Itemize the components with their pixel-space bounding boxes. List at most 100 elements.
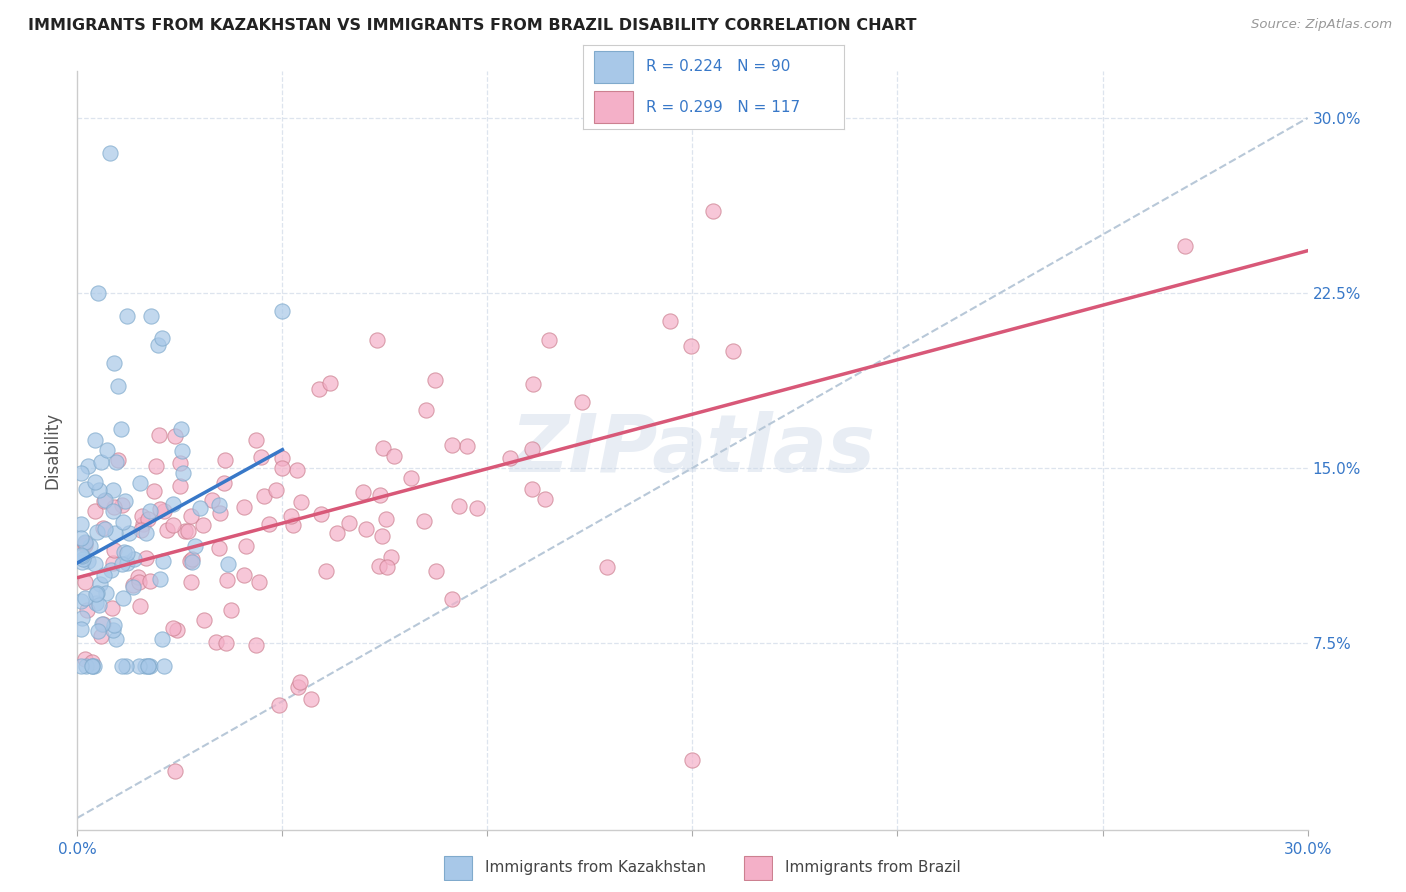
Point <box>75 659 97 673</box>
Point <box>522 376 544 391</box>
Point <box>79 539 101 553</box>
Point <box>309 508 332 522</box>
Point <box>247 575 270 590</box>
Point <box>375 560 398 574</box>
Point <box>98 146 121 161</box>
Point <box>456 439 478 453</box>
Point <box>135 551 157 566</box>
Point <box>73 535 96 549</box>
Point <box>149 572 172 586</box>
Point <box>337 516 360 530</box>
Point <box>679 339 702 353</box>
Point <box>101 504 124 518</box>
Text: Immigrants from Brazil: Immigrants from Brazil <box>785 860 960 874</box>
Point <box>93 567 115 582</box>
Point <box>366 333 388 347</box>
Point <box>139 659 162 673</box>
Point <box>107 379 129 393</box>
Point <box>520 482 543 496</box>
Point <box>131 517 153 532</box>
Point <box>103 542 125 557</box>
Point <box>285 462 308 476</box>
Point <box>127 570 149 584</box>
Point <box>415 402 437 417</box>
Point <box>90 629 112 643</box>
Point <box>315 565 337 579</box>
Point <box>134 659 156 673</box>
Point <box>596 559 619 574</box>
Point <box>129 599 152 613</box>
Point <box>87 598 110 612</box>
Point <box>498 450 520 465</box>
Point <box>368 488 391 502</box>
Point <box>465 500 488 515</box>
Point <box>571 394 593 409</box>
Point <box>136 511 159 525</box>
Point <box>121 580 143 594</box>
Point <box>153 659 176 673</box>
Point <box>280 509 302 524</box>
Point <box>150 632 173 646</box>
Point <box>86 586 108 600</box>
Point <box>103 500 125 514</box>
Point <box>401 471 423 485</box>
Point <box>70 593 93 607</box>
Point <box>131 524 153 538</box>
Point <box>215 636 238 650</box>
Point <box>425 372 447 386</box>
Point <box>180 551 202 566</box>
Point <box>174 524 197 538</box>
Point <box>90 455 112 469</box>
Point <box>77 554 100 568</box>
Point <box>208 506 231 520</box>
Point <box>91 520 114 534</box>
Point <box>270 450 292 465</box>
Point <box>413 515 436 529</box>
Point <box>80 655 103 669</box>
Point <box>145 459 167 474</box>
Point <box>702 204 724 219</box>
Point <box>101 623 124 637</box>
Point <box>84 504 107 518</box>
Point <box>250 450 273 464</box>
Point <box>374 512 396 526</box>
Point <box>170 444 193 458</box>
Point <box>219 603 242 617</box>
Point <box>139 504 162 518</box>
Point <box>114 494 136 508</box>
Point <box>373 442 395 456</box>
Point <box>96 443 118 458</box>
Point <box>110 498 132 512</box>
Point <box>136 659 159 673</box>
Point <box>181 555 204 569</box>
Point <box>264 483 287 497</box>
Point <box>367 558 389 573</box>
Point <box>533 492 555 507</box>
Point <box>70 531 93 545</box>
Point <box>84 596 107 610</box>
Point <box>299 692 322 706</box>
Point <box>148 428 170 442</box>
Point <box>217 574 239 588</box>
Point <box>170 422 193 436</box>
Point <box>111 659 134 673</box>
Point <box>169 479 191 493</box>
Point <box>89 577 111 591</box>
Point <box>659 314 682 328</box>
Point <box>70 548 93 562</box>
Point <box>94 522 117 536</box>
Point <box>172 466 194 480</box>
Point <box>112 515 135 529</box>
Point <box>269 698 291 713</box>
Point <box>152 554 174 568</box>
Point <box>193 613 215 627</box>
Point <box>107 452 129 467</box>
Point <box>136 659 159 673</box>
Point <box>180 509 202 524</box>
Point <box>76 603 98 617</box>
Point <box>104 526 127 541</box>
Point <box>440 592 463 607</box>
Point <box>208 498 231 512</box>
Point <box>75 536 97 550</box>
Point <box>156 523 179 537</box>
